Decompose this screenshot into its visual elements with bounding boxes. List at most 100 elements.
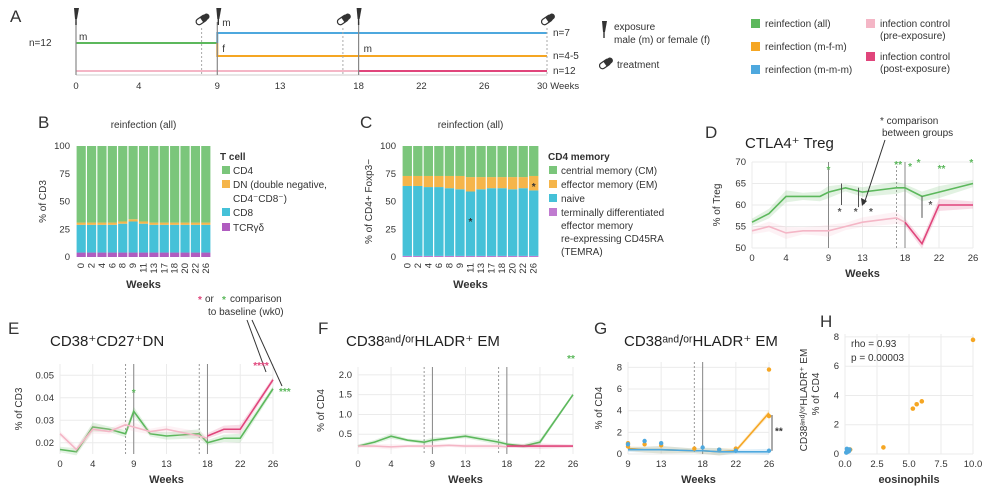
x-tick-label: 0 (402, 263, 413, 268)
legend-swatch (549, 208, 557, 216)
bar-segment (465, 191, 476, 256)
y-axis-label: % of CD3 (38, 180, 49, 223)
bar-segment (190, 146, 201, 223)
bar-segment (128, 221, 138, 253)
x-tick-label: 18 (170, 263, 181, 274)
bar-segment (413, 185, 423, 256)
bar-segment (97, 146, 107, 223)
bar-segment (507, 255, 518, 257)
panel-label: G (594, 319, 607, 338)
x-tick-label: 6 (107, 263, 118, 268)
legend-item-sub-label: (pre-exposure) (880, 31, 946, 42)
y-tick-label: 100 (380, 141, 396, 152)
n-right-label: n=12 (553, 66, 576, 77)
bar-segment (423, 255, 434, 257)
bar-segment (434, 146, 444, 176)
timeline-tick-label: 18 (353, 81, 364, 92)
x-tick-label: 26 (764, 459, 775, 470)
pill-fill (603, 57, 613, 67)
y-tick-label: 0 (391, 252, 396, 263)
x-axis-label: Weeks (126, 279, 161, 291)
y-tick-label: 4 (617, 406, 622, 417)
bar-segment (518, 188, 528, 256)
bar-segment (497, 146, 507, 178)
timeline-tick-label: 13 (275, 81, 286, 92)
x-tick-label: 17 (487, 263, 498, 274)
bar-segment (434, 255, 444, 257)
legend-item-label: TCRγδ (233, 223, 265, 234)
y-tick-label: 100 (54, 141, 70, 152)
significance-star: * (969, 158, 973, 169)
legend-item-label: CD4⁻CD8⁻) (233, 194, 287, 205)
bar-segment (86, 146, 97, 223)
significance-star: ** (894, 160, 902, 171)
x-tick-label: 4 (423, 263, 434, 268)
bar-segment (423, 187, 434, 256)
data-point (658, 440, 664, 446)
y-tick-label: 25 (385, 224, 396, 235)
panel-label: D (705, 123, 717, 142)
y-axis-label: % of CD4+ Foxp3− (364, 159, 375, 244)
bar-segment (97, 222, 107, 225)
significance-star: * (854, 207, 858, 218)
n-right-label: n=4-5 (553, 51, 579, 62)
x-tick-label: 9 (131, 459, 136, 470)
y-tick-label: 50 (385, 197, 396, 208)
legend-item-label: (TEMRA) (561, 247, 603, 258)
legend-item-label: DN (double negative, (233, 180, 327, 191)
bar-segment (76, 222, 86, 225)
confidence-band (752, 179, 973, 226)
y-tick-label: 8 (617, 362, 622, 373)
bar-segment (497, 188, 507, 256)
data-point (881, 445, 886, 450)
timeline-tick-label: 22 (416, 81, 427, 92)
bar-segment (107, 222, 117, 225)
bar-segment (107, 146, 117, 223)
pill-fill (545, 13, 555, 23)
panel-label: F (318, 319, 328, 338)
series-line (751, 217, 906, 234)
data-point (914, 401, 919, 407)
comparison-annotation: comparison (230, 294, 282, 305)
legend-swatch (222, 208, 230, 216)
x-tick-label: 26 (968, 253, 979, 264)
y-tick-label: 60 (735, 200, 746, 211)
bar-segment (170, 224, 180, 253)
legend-item-label: centrial memory (CM) (561, 166, 657, 177)
confidence-band (905, 198, 973, 249)
chart-title: CD38ᵃⁿᵈ/ᵒʳHLADR⁺ EM (624, 333, 778, 350)
x-tick-label: 9 (625, 459, 630, 470)
bar-segment (423, 175, 434, 188)
timeline-mfm (216, 43, 547, 57)
panel-label: H (820, 312, 832, 331)
bar-segment (138, 221, 149, 224)
y-tick-label: 75 (59, 169, 70, 180)
legend-item-label: re-expressing CD45RA (561, 234, 664, 245)
timeline-tick-label: 30 Weeks (537, 81, 579, 92)
panel-e: E CD38⁺CD27⁺DN 0 4 9 13 18 22 26 0.02 0.03 0.04 0.05… (8, 294, 291, 486)
data-point (700, 445, 705, 450)
legend-item-label: terminally differentiated (561, 208, 664, 219)
bar-segment (201, 146, 211, 223)
x-axis-label: eosinophils (878, 474, 939, 486)
bar-segment (455, 146, 465, 176)
x-tick-label: 13 (857, 253, 868, 264)
legend-item-label: naive (561, 194, 585, 205)
legend-exposure-icon (602, 21, 607, 38)
legend-swatch (222, 223, 230, 231)
bar-segment (486, 146, 497, 178)
confidence-band (358, 393, 573, 449)
data-point (766, 367, 772, 372)
x-tick-label: 4 (783, 253, 788, 264)
x-tick-label: 20 (508, 263, 519, 274)
bar-segment (455, 189, 465, 256)
bar-segment (465, 146, 476, 178)
bar-segment (76, 146, 86, 223)
chart-title: CD38ᵃⁿᵈ/ᵒʳHLADR⁺ EM (346, 333, 500, 350)
chart-title: reinfection (all) (438, 120, 504, 131)
bar-segment (476, 189, 486, 256)
legend-item-label: effector memory (EM) (561, 180, 658, 191)
bar-segment (486, 255, 497, 257)
legend-swatch (549, 166, 557, 174)
